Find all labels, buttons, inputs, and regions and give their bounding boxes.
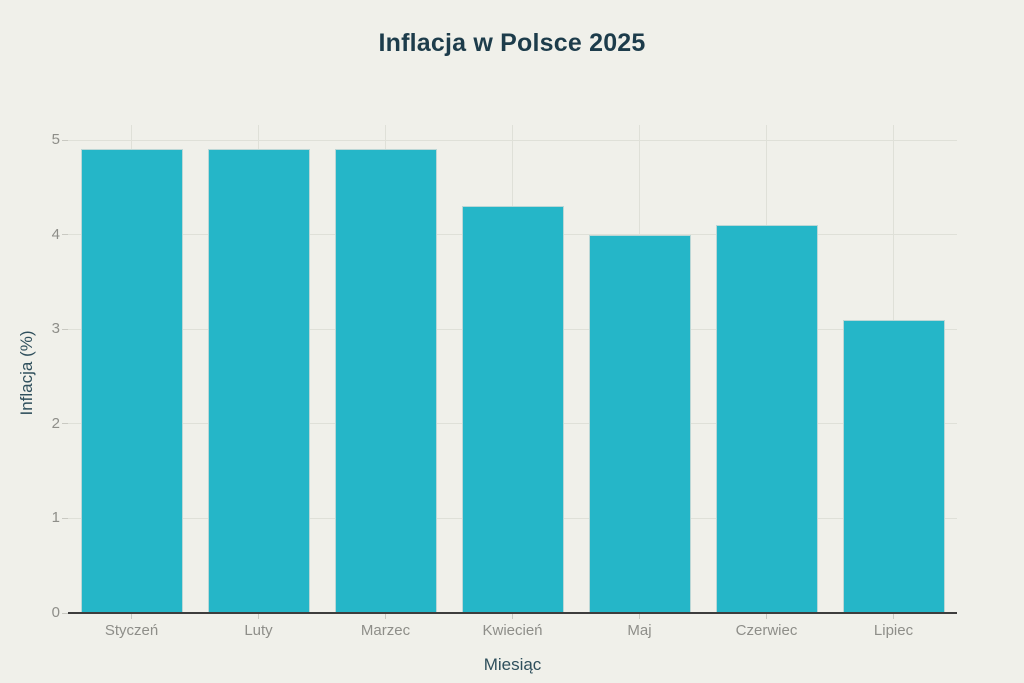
y-axis-title: Inflacja (%)	[17, 330, 36, 416]
x-axis-line	[68, 612, 957, 614]
x-tick-label: Czerwiec	[735, 622, 798, 639]
x-tick-label: Luty	[244, 622, 273, 639]
y-tick-label: 5	[51, 131, 60, 148]
x-tick-label: Maj	[627, 622, 652, 639]
x-tick-mark	[512, 614, 513, 619]
x-tick-mark	[258, 614, 259, 619]
y-tick-label: 4	[51, 225, 60, 243]
x-tick-label: Marzec	[360, 622, 411, 639]
y-tick-mark	[62, 423, 68, 425]
x-tick-label: Kwiecień	[482, 622, 543, 639]
x-tick-mark	[385, 614, 386, 619]
x-tick-mark	[893, 614, 894, 619]
y-tick-label: 1	[51, 509, 60, 527]
y-tick-label: 3	[51, 320, 60, 338]
bar	[588, 235, 691, 613]
x-axis-title: Miesiąc	[483, 655, 542, 674]
y-tick-label: 2	[51, 414, 60, 432]
bar	[842, 320, 945, 613]
y-tick-mark	[62, 139, 68, 141]
y-tick-mark	[62, 517, 68, 519]
x-tick-mark	[131, 614, 132, 619]
y-tick-mark	[62, 328, 68, 330]
y-tick-label: 0	[51, 604, 60, 621]
bar	[715, 225, 818, 613]
bar	[334, 149, 437, 613]
bar	[461, 206, 564, 613]
x-tick-label: Lipiec	[873, 622, 914, 639]
bar	[207, 149, 310, 613]
x-tick-mark	[766, 614, 767, 619]
chart-title: Inflacja w Polsce 2025	[378, 29, 646, 57]
x-tick-label: Styczeń	[104, 622, 159, 639]
y-tick-mark	[62, 612, 68, 614]
x-tick-mark	[639, 614, 640, 619]
bar	[80, 149, 183, 613]
y-tick-mark	[62, 234, 68, 236]
